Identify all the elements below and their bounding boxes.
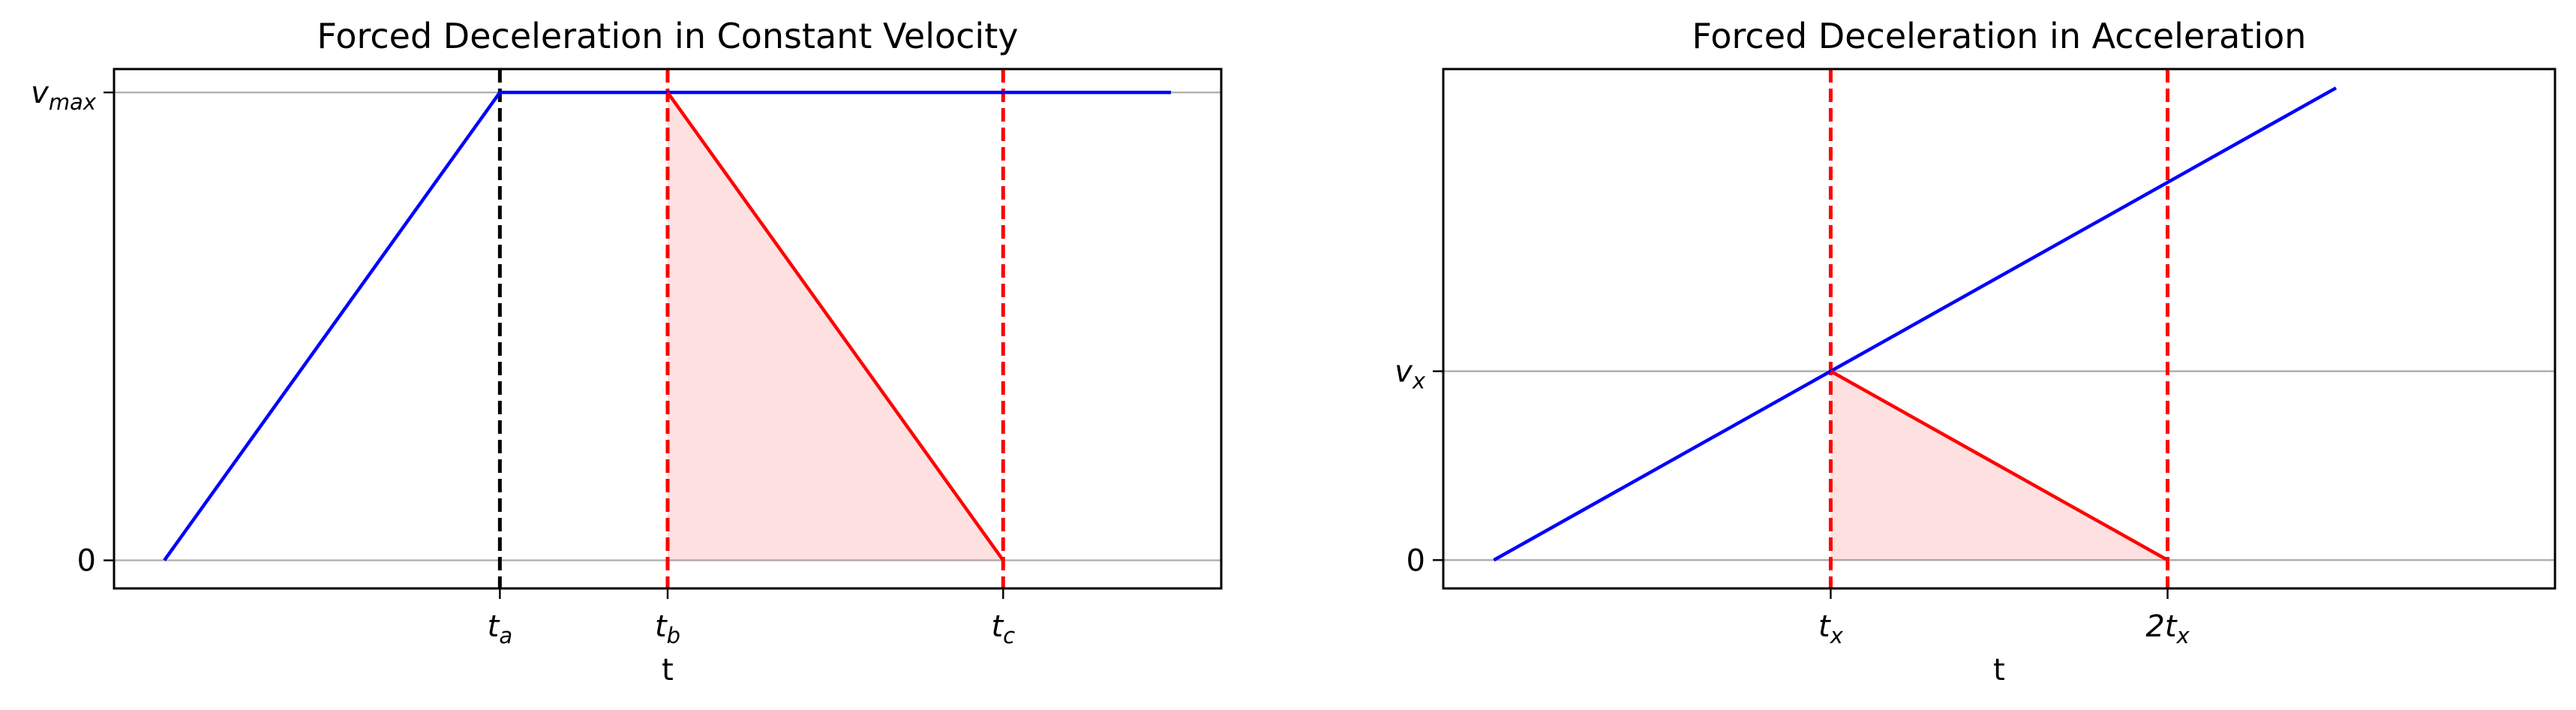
x-axis-label: t xyxy=(662,653,674,687)
chart-acceleration: Forced Deceleration in Acceleration tx 2tx… xyxy=(1395,16,2556,687)
x-tick-label-1: 2tx xyxy=(2145,609,2190,648)
x-tick-label-1: tb xyxy=(655,609,680,648)
chart-constant-velocity: Forced Deceleration in Constant Velocity… xyxy=(31,16,1223,687)
x-axis-label: t xyxy=(1993,653,2005,687)
series-line-1 xyxy=(666,91,1005,561)
series-line-1 xyxy=(1830,369,2169,562)
x-tick-label-0: tx xyxy=(1818,609,1844,648)
y-tick-label-1: vmax xyxy=(31,76,97,115)
series-line-0 xyxy=(1493,86,2337,562)
x-tick-label-2: tc xyxy=(991,609,1015,648)
x-tick-label-0: ta xyxy=(488,609,512,648)
y-tick-label-0: 0 xyxy=(77,544,96,579)
series-line-0 xyxy=(163,90,1171,561)
y-tick-label-1: vx xyxy=(1395,355,1426,394)
chart-title: Forced Deceleration in Constant Velocity xyxy=(317,16,1019,56)
chart-title: Forced Deceleration in Acceleration xyxy=(1692,16,2307,56)
plot-frame xyxy=(1442,68,2556,590)
y-tick-label-0: 0 xyxy=(1407,543,1425,578)
